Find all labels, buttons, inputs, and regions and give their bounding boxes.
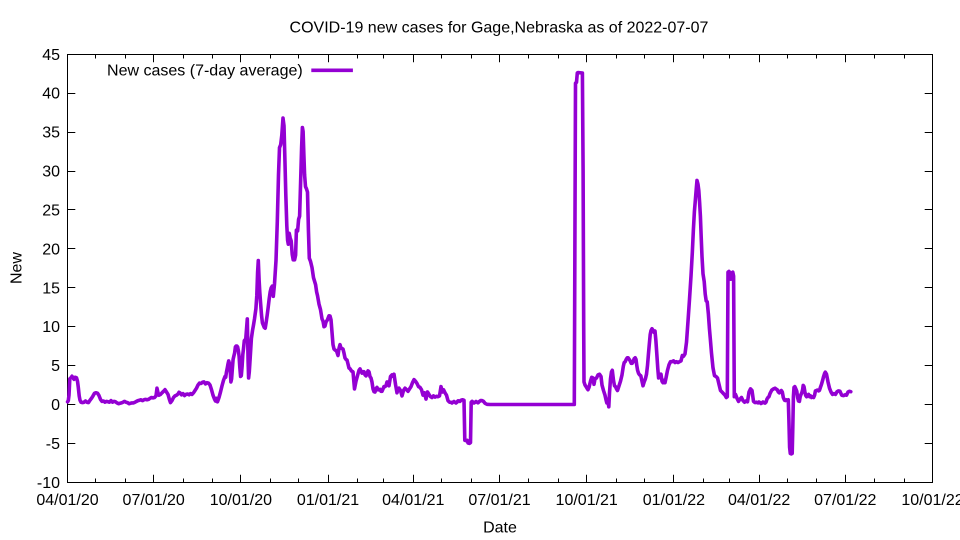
svg-text:Date: Date [483,520,517,537]
svg-text:01/01/22: 01/01/22 [643,492,705,509]
svg-text:04/01/22: 04/01/22 [728,492,790,509]
svg-text:01/01/21: 01/01/21 [297,492,359,509]
svg-text:New: New [9,252,26,284]
svg-text:15: 15 [42,280,60,297]
svg-text:07/01/21: 07/01/21 [468,492,530,509]
svg-text:25: 25 [42,203,60,220]
svg-text:New cases (7-day average): New cases (7-day average) [107,63,303,80]
svg-text:04/01/20: 04/01/20 [36,492,98,509]
svg-text:20: 20 [42,241,60,258]
svg-text:5: 5 [51,358,60,375]
svg-text:-10: -10 [37,475,60,492]
svg-text:30: 30 [42,164,60,181]
svg-text:45: 45 [42,47,60,64]
svg-text:35: 35 [42,125,60,142]
svg-text:40: 40 [42,86,60,103]
svg-text:07/01/22: 07/01/22 [814,492,876,509]
svg-text:10: 10 [42,319,60,336]
svg-text:0: 0 [51,397,60,414]
svg-text:COVID-19 new cases for Gage,Ne: COVID-19 new cases for Gage,Nebraska as … [290,20,709,37]
svg-text:10/01/21: 10/01/21 [556,492,618,509]
svg-text:10/01/20: 10/01/20 [210,492,272,509]
svg-text:-5: -5 [46,436,60,453]
svg-text:10/01/22: 10/01/22 [901,492,960,509]
svg-text:07/01/20: 07/01/20 [123,492,185,509]
svg-text:04/01/21: 04/01/21 [382,492,444,509]
